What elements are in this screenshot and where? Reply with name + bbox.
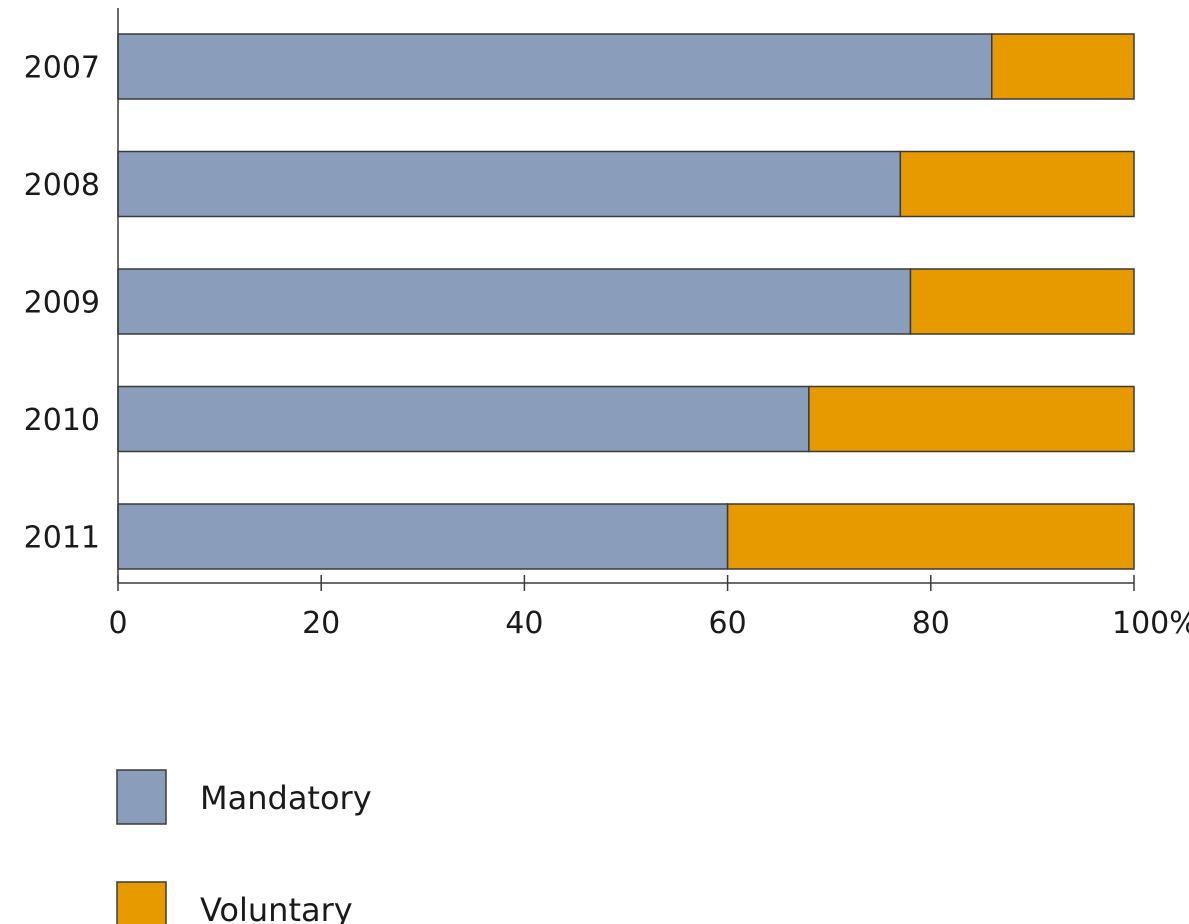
- bar-voluntary-2007: [991, 33, 1135, 100]
- y-tick-label-2010: 2010: [24, 403, 100, 438]
- bars-layer: [117, 33, 1135, 570]
- x-tick-label-80: 80: [912, 606, 950, 641]
- legend-swatch-voluntary: [116, 881, 167, 924]
- x-axis: 0 20 40 60 80 100%: [108, 575, 1189, 641]
- bar-mandatory-2011: [117, 503, 729, 570]
- bar-mandatory-2007: [117, 33, 993, 100]
- y-tick-label-2011: 2011: [24, 521, 100, 556]
- bar-mandatory-2009: [117, 268, 912, 335]
- bar-mandatory-2010: [117, 385, 810, 453]
- x-tick-label-40: 40: [505, 606, 543, 641]
- x-tick-label-0: 0: [108, 606, 127, 641]
- legend: Mandatory Voluntary: [116, 769, 372, 924]
- legend-label-voluntary: Voluntary: [200, 891, 353, 924]
- y-axis: 2007 2008 2009 2010 2011: [24, 8, 119, 583]
- legend-label-mandatory: Mandatory: [200, 779, 372, 817]
- bar-mandatory-2008: [117, 150, 902, 218]
- y-tick-label-2008: 2008: [24, 168, 100, 203]
- bar-voluntary-2009: [909, 268, 1135, 335]
- x-tick-label-60: 60: [709, 606, 747, 641]
- bar-voluntary-2011: [726, 503, 1135, 570]
- legend-swatch-mandatory: [116, 769, 167, 825]
- bar-voluntary-2010: [808, 385, 1135, 453]
- bar-voluntary-2008: [899, 150, 1135, 218]
- y-tick-label-2009: 2009: [24, 286, 100, 321]
- x-tick-label-100: 100%: [1112, 606, 1189, 641]
- y-tick-label-2007: 2007: [24, 51, 100, 86]
- x-tick-label-20: 20: [302, 606, 340, 641]
